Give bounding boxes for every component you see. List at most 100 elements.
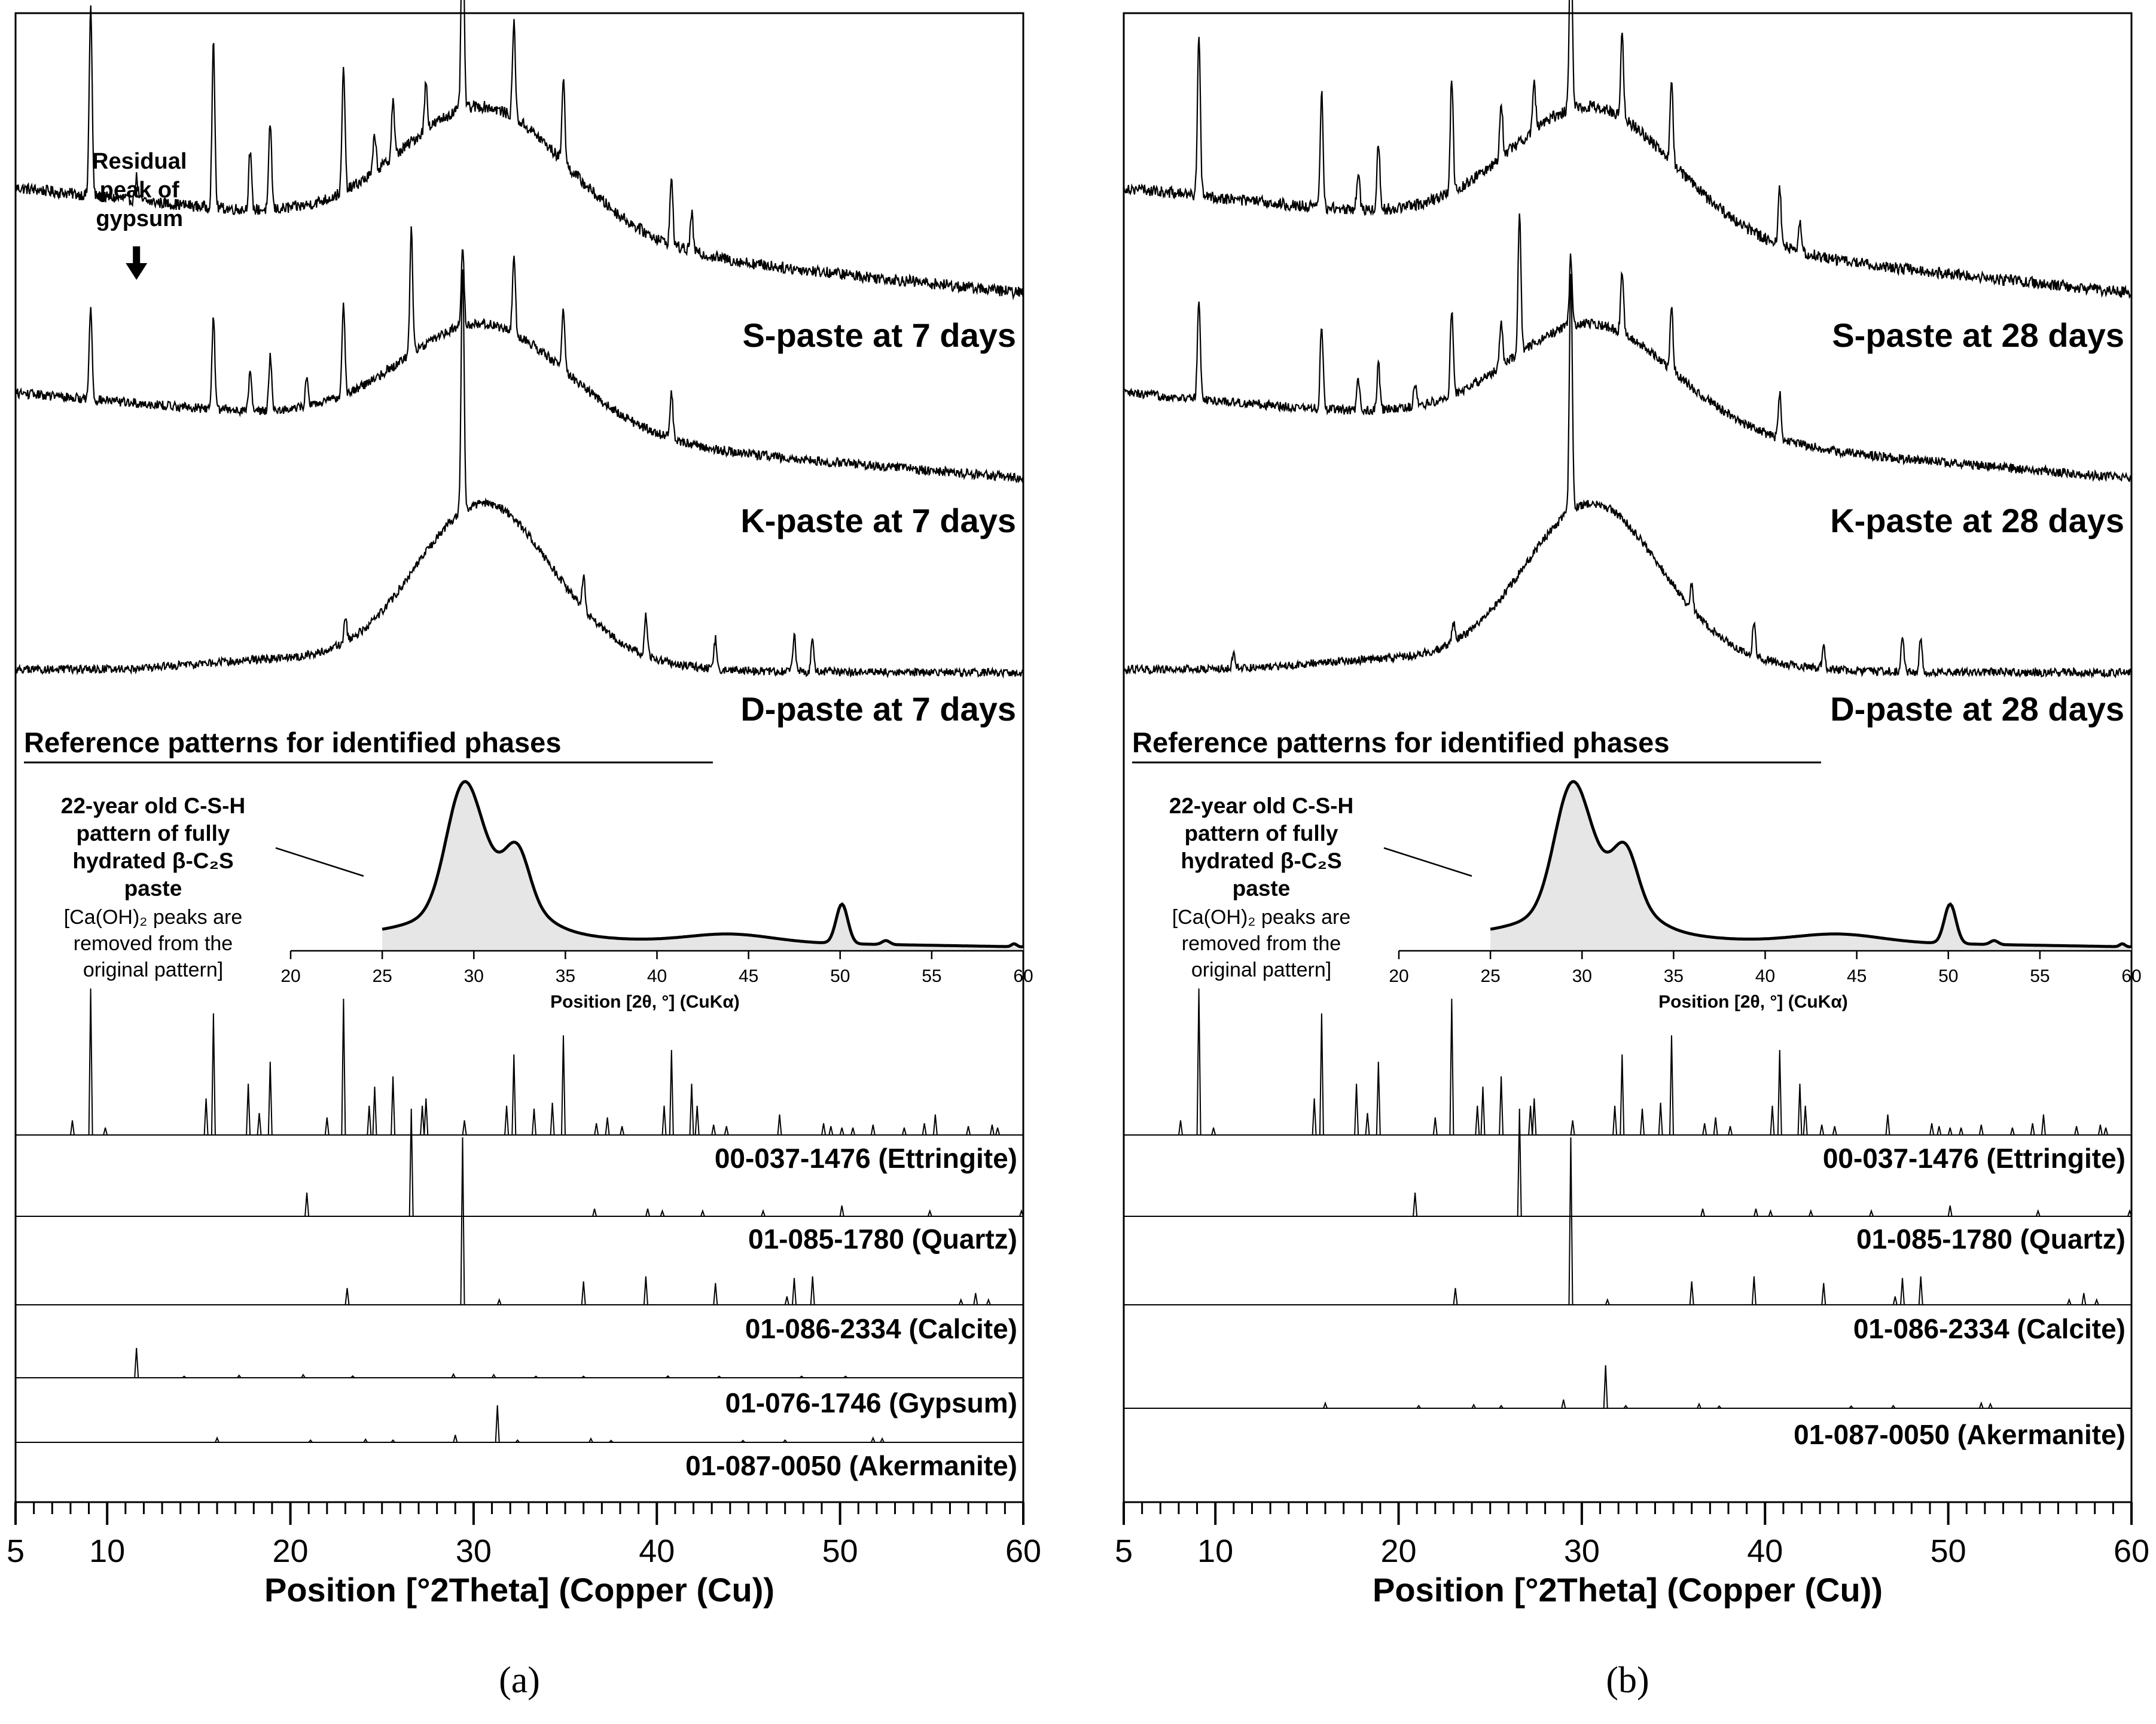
x-tick-label: 10: [1197, 1533, 1233, 1569]
x-tick-label: 60: [2114, 1533, 2149, 1569]
reference-label: 01-087-0050 (Akermanite): [1794, 1419, 2125, 1450]
inset-tick-label: 25: [372, 966, 392, 986]
inset-tick-label: 50: [830, 966, 850, 986]
panel-b: 20 25 30 35 40 45 50 55 60 Position [2θ, °] (CuKα…: [1115, 0, 2149, 1701]
sample-trace-3: [1123, 273, 2133, 679]
reference-section-title: Reference patterns for identified phases: [1132, 727, 1669, 758]
panel-a: 20 25 30 35 40 45 50 55 60 Position [2θ, °] (CuKα…: [7, 0, 1041, 1701]
inset-tick-label: 40: [1755, 966, 1775, 986]
inset-tick-label: 45: [1847, 966, 1867, 986]
reference-label: 01-087-0050 (Akermanite): [685, 1450, 1017, 1481]
x-tick-label: 30: [456, 1533, 492, 1569]
csh-label-line: pattern of fully: [1185, 821, 1338, 846]
reference-peaks-1: [70, 988, 1001, 1136]
inset-tick-label: 55: [922, 966, 941, 986]
csh-note-line: [Ca(OH)₂ peaks are: [64, 906, 243, 929]
inset-tick-label: 55: [2030, 966, 2050, 986]
x-tick-label: 40: [639, 1533, 675, 1569]
csh-label-line: 22-year old C-S-H: [61, 794, 245, 818]
reference-peaks-1: [1178, 988, 2109, 1136]
x-tick-label: 50: [1931, 1533, 1966, 1569]
csh-curve-shade: [1490, 782, 2131, 951]
inset-tick-label: 45: [739, 966, 758, 986]
panel-frame: [14, 12, 1024, 1503]
csh-leader-line: [1383, 847, 1472, 877]
reference-label: 01-086-2334 (Calcite): [1853, 1313, 2125, 1344]
x-tick-label: 60: [1005, 1533, 1041, 1569]
x-tick-label: 50: [822, 1533, 858, 1569]
csh-curve: [382, 780, 1024, 948]
x-tick-label: 40: [1747, 1533, 1783, 1569]
csh-label-line: hydrated β-C₂S: [1181, 849, 1341, 873]
inset-tick-label: 35: [1664, 966, 1684, 986]
reference-peaks-3: [1453, 1137, 2099, 1305]
reference-label: 00-037-1476 (Ettringite): [1823, 1143, 2125, 1174]
reference-peaks-4: [1323, 1365, 1993, 1409]
panel-label: (b): [1606, 1660, 1649, 1701]
reference-peaks-2: [1413, 1108, 2132, 1217]
csh-label-line: pattern of fully: [77, 821, 230, 846]
reference-peaks-2: [304, 1108, 1024, 1217]
sample-label: K-paste at 28 days: [1830, 502, 2124, 539]
sample-trace-1: [14, 0, 1024, 301]
x-axis: 5 10 20 30 40 50 60 Position [°2Theta] (Copper …: [7, 1502, 1041, 1701]
sample-trace-2: [15, 226, 1024, 483]
panel-frame: [1123, 12, 2133, 1503]
x-tick-label: 5: [7, 1533, 25, 1569]
csh-label-line: 22-year old C-S-H: [1169, 794, 1353, 818]
x-axis-label: Position [°2Theta] (Copper (Cu)): [264, 1571, 774, 1609]
sample-traces: [1123, 0, 2133, 679]
inset-tick-label: 50: [1938, 966, 1958, 986]
csh-label-line: hydrated β-C₂S: [72, 849, 233, 873]
x-axis-label: Position [°2Theta] (Copper (Cu)): [1373, 1571, 1883, 1609]
sample-traces: [14, 0, 1024, 679]
reference-label: 01-085-1780 (Quartz): [1856, 1223, 2125, 1255]
reference-label: 01-085-1780 (Quartz): [748, 1223, 1017, 1255]
inset-axis-label: Position [2θ, °] (CuKα): [1658, 992, 1848, 1012]
down-arrow-icon: [126, 246, 148, 280]
csh-note-line: [Ca(OH)₂ peaks are: [1172, 906, 1351, 929]
x-axis: 5 10 20 30 40 50 60 Position [°2Theta] (Copper …: [1115, 1502, 2149, 1701]
annotation-line: peak of: [100, 178, 179, 203]
inset-tick-label: 30: [1572, 966, 1592, 986]
sample-label: S-paste at 28 days: [1832, 316, 2124, 354]
annotation-line: gypsum: [96, 206, 183, 231]
sample-trace-2: [1123, 213, 2133, 483]
x-tick-label: 30: [1564, 1533, 1600, 1569]
reference-peaks-3: [344, 1137, 991, 1305]
reference-label: 01-076-1746 (Gypsum): [725, 1387, 1017, 1418]
sample-trace-3: [14, 269, 1024, 679]
inset-tick-label: 20: [1389, 966, 1408, 986]
x-tick-label: 20: [273, 1533, 309, 1569]
csh-note-line: removed from the: [74, 932, 233, 955]
sample-label: D-paste at 7 days: [740, 690, 1016, 728]
x-tick-label: 20: [1381, 1533, 1417, 1569]
csh-note-line: original pattern]: [1191, 959, 1331, 981]
sample-label: S-paste at 7 days: [742, 316, 1016, 354]
inset-tick-label: 35: [556, 966, 575, 986]
csh-curve: [1490, 780, 2132, 948]
inset-tick-label: 25: [1480, 966, 1500, 986]
inset-axis-label: Position [2θ, °] (CuKα): [550, 992, 740, 1012]
sample-label: K-paste at 7 days: [740, 502, 1016, 539]
inset-tick-label: 40: [647, 966, 667, 986]
reference-peaks-4: [134, 1347, 848, 1378]
sample-trace-1: [1123, 0, 2132, 300]
x-tick-label: 5: [1115, 1533, 1133, 1569]
reference-patterns: [1124, 988, 2132, 1409]
csh-inset: 20 25 30 35 40 45 50 55 60 Position [2θ, °] (CuKα…: [280, 780, 1033, 1012]
inset-tick-label: 60: [2121, 966, 2141, 986]
reference-label: 00-037-1476 (Ettringite): [715, 1143, 1017, 1174]
panel-label: (a): [499, 1660, 540, 1701]
reference-section-title: Reference patterns for identified phases: [24, 727, 561, 758]
csh-curve-shade: [382, 782, 1023, 951]
sample-label: D-paste at 28 days: [1830, 690, 2124, 728]
reference-label: 01-086-2334 (Calcite): [745, 1313, 1017, 1344]
reference-patterns: [16, 988, 1024, 1443]
inset-tick-label: 30: [464, 966, 484, 986]
csh-inset: 20 25 30 35 40 45 50 55 60 Position [2θ, °] (CuKα…: [1389, 780, 2142, 1012]
annotation-line: Residual: [92, 149, 187, 174]
text-labels: S-paste at 7 days K-paste at 7 days D-past…: [24, 149, 1017, 1481]
csh-leader-line: [275, 847, 364, 877]
